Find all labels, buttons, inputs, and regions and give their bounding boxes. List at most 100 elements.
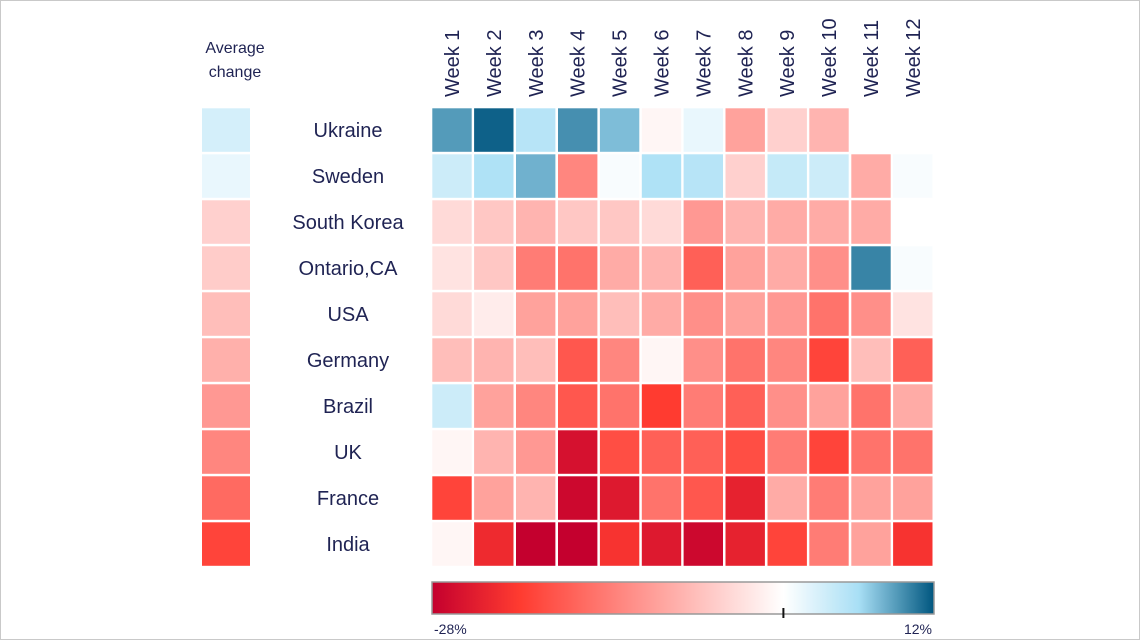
average-change-cell (202, 154, 250, 198)
heatmap-cell (558, 338, 598, 382)
heatmap-cell (432, 292, 472, 336)
heatmap-cell (725, 430, 765, 474)
heatmap-cells (432, 108, 933, 566)
heatmap-cell (809, 476, 849, 520)
row-labels: Ukraine Sweden South Korea Ontario,CA USA Ger… (292, 120, 404, 556)
heatmap-cell (809, 246, 849, 290)
heatmap-cell (851, 384, 891, 428)
heatmap-cell (683, 384, 723, 428)
heatmap-cell (851, 522, 891, 566)
heatmap-cell (683, 476, 723, 520)
heatmap-cell (809, 384, 849, 428)
heatmap-cell (558, 200, 598, 244)
heatmap-cell (851, 430, 891, 474)
heatmap-cell (516, 154, 556, 198)
heatmap-cell (599, 246, 640, 290)
colorbar-gradient (431, 581, 935, 615)
heatmap-cell (893, 522, 933, 566)
average-change-cell (202, 430, 250, 474)
heatmap-cell (893, 384, 933, 428)
heatmap-cell (641, 200, 682, 244)
heatmap-cell (767, 476, 807, 520)
column-label: Week 2 (484, 30, 506, 97)
heatmap-cell (683, 522, 723, 566)
column-label: Week 4 (568, 30, 590, 97)
heatmap-cell (641, 384, 682, 428)
heatmap-cell (767, 108, 807, 152)
row-label: Ukraine (314, 120, 383, 142)
column-labels: Week 1 Week 2 Week 3 Week 4 Week 5 Week 6 Week… (442, 18, 925, 97)
average-change-column (202, 108, 250, 566)
row-label: USA (327, 304, 369, 326)
heatmap-cell (516, 338, 556, 382)
heatmap-cell (558, 430, 598, 474)
heatmap-cell (641, 430, 682, 474)
heatmap-cell (683, 430, 723, 474)
column-label: Week 8 (735, 30, 757, 97)
heatmap-cell (474, 154, 514, 198)
heatmap-cell (599, 200, 640, 244)
average-change-cell (202, 246, 250, 290)
heatmap-cell (516, 108, 556, 152)
heatmap-cell (767, 522, 807, 566)
heatmap-cell (641, 246, 682, 290)
column-label: Week 9 (777, 30, 799, 97)
heatmap-cell (725, 522, 765, 566)
heatmap-cell (767, 246, 807, 290)
heatmap-cell (558, 476, 598, 520)
heatmap-cell (809, 430, 849, 474)
heatmap-cell (558, 154, 598, 198)
heatmap-cell (767, 430, 807, 474)
heatmap-cell (599, 108, 640, 152)
heatmap-cell (599, 522, 640, 566)
heatmap-cell (725, 246, 765, 290)
heatmap-cell (767, 384, 807, 428)
heatmap-cell (809, 108, 849, 152)
row-label: Sweden (312, 166, 384, 188)
heatmap-cell (851, 200, 891, 244)
heatmap-cell (474, 292, 514, 336)
row-label: Germany (307, 350, 389, 372)
heatmap-cell (516, 246, 556, 290)
heatmap-cell (474, 200, 514, 244)
heatmap-cell (893, 476, 933, 520)
average-change-cell (202, 338, 250, 382)
heatmap-cell (851, 154, 891, 198)
heatmap-cell (683, 338, 723, 382)
colorbar: -28% 12% (431, 581, 935, 637)
heatmap-cell (725, 108, 765, 152)
heatmap-cell (641, 522, 682, 566)
colorbar-max-label: 12% (904, 621, 932, 637)
heatmap-cell (558, 108, 598, 152)
heatmap-cell (725, 476, 765, 520)
heatmap-cell (599, 384, 640, 428)
average-change-label-line1: Average (205, 40, 264, 57)
column-label: Week 10 (819, 18, 841, 97)
heatmap-cell (893, 338, 933, 382)
average-change-cell (202, 108, 250, 152)
heatmap-cell (474, 108, 514, 152)
heatmap-cell (767, 338, 807, 382)
heatmap-cell (725, 200, 765, 244)
column-label: Week 7 (693, 30, 715, 97)
heatmap-cell (641, 108, 682, 152)
heatmap-cell (474, 476, 514, 520)
heatmap-cell (683, 200, 723, 244)
heatmap-cell (599, 338, 640, 382)
heatmap-cell (432, 476, 472, 520)
heatmap-cell (725, 154, 765, 198)
heatmap-cell (683, 108, 723, 152)
heatmap-cell (893, 430, 933, 474)
heatmap-cell (516, 430, 556, 474)
average-change-label-line2: change (209, 64, 262, 81)
heatmap-cell (516, 522, 556, 566)
column-label: Week 1 (442, 30, 464, 97)
heatmap-cell (851, 338, 891, 382)
heatmap-cell (809, 292, 849, 336)
heatmap-cell (516, 476, 556, 520)
column-label: Week 5 (610, 30, 632, 97)
heatmap-cell (432, 522, 472, 566)
heatmap-cell (725, 338, 765, 382)
heatmap-cell (599, 154, 640, 198)
